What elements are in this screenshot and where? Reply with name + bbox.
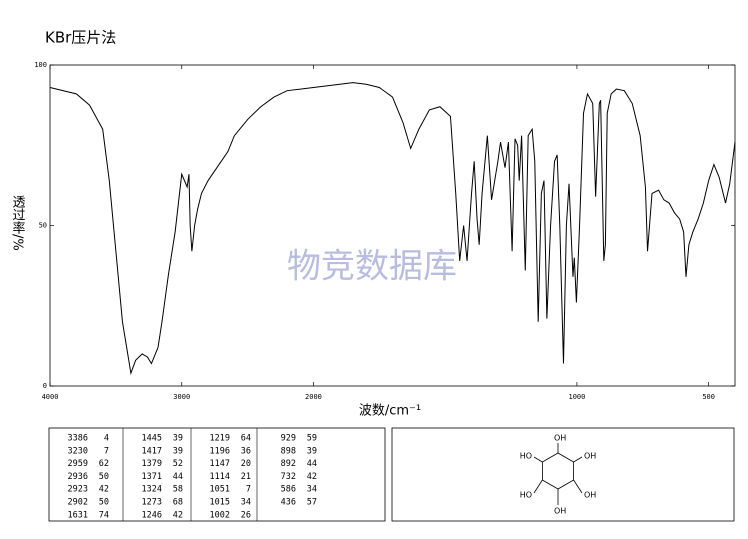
peak-wavenumber: 2923 [68,485,88,495]
peak-wavenumber: 586 [281,485,296,495]
x-tick-label: 4000 [42,393,59,401]
peak-transmittance: 52 [173,459,183,469]
peak-transmittance: 39 [173,434,183,444]
peak-transmittance: 21 [241,472,251,482]
peak-transmittance: 42 [173,510,183,520]
peak-transmittance: 7 [246,485,251,495]
peak-transmittance: 42 [99,485,109,495]
y-tick-label: 100 [34,61,47,69]
structure-frame [391,427,735,522]
x-tick-label: 500 [702,393,715,401]
peak-wavenumber: 1445 [142,434,162,444]
peak-transmittance: 44 [173,472,183,482]
x-tick-label: 3000 [173,393,190,401]
y-tick-label: 0 [43,382,47,390]
peak-transmittance: 44 [307,459,317,469]
peak-transmittance: 57 [307,498,317,508]
peak-wavenumber: 1324 [142,485,162,495]
peak-wavenumber: 1371 [142,472,162,482]
x-axis-label: 波数/cm⁻¹ [359,404,421,419]
peak-transmittance: 74 [99,510,109,520]
x-tick-label: 1000 [568,393,585,401]
peak-wavenumber: 1147 [210,459,230,469]
x-tick-label: 2000 [305,393,322,401]
peak-wavenumber: 1379 [142,459,162,469]
peak-wavenumber: 1273 [142,498,162,508]
peak-transmittance: 62 [99,459,109,469]
peak-transmittance: 39 [173,446,183,456]
peak-wavenumber: 1051 [210,485,230,495]
peak-transmittance: 64 [241,434,251,444]
peak-transmittance: 59 [307,434,317,444]
peak-wavenumber: 1219 [210,434,230,444]
peak-wavenumber: 2936 [68,472,88,482]
structure-label: OH [584,491,596,500]
peak-wavenumber: 2902 [68,498,88,508]
plot-frame [49,64,736,387]
spectrum-line [49,82,736,376]
structure-label: OH [554,507,566,516]
structure-label: OH [554,434,566,443]
y-axis-label: 透过率/% [10,195,26,251]
peak-wavenumber: 1002 [210,510,230,520]
peak-transmittance: 20 [241,459,251,469]
structure-label: OH [584,452,596,461]
structure-bonds [533,443,583,505]
peak-wavenumber: 929 [281,434,296,444]
peak-wavenumber: 3386 [68,434,88,444]
peak-wavenumber: 732 [281,472,296,482]
peak-transmittance: 36 [241,446,251,456]
peak-transmittance: 34 [307,485,317,495]
peak-wavenumber: 1196 [210,446,230,456]
peak-wavenumber: 3230 [68,446,88,456]
structure-label: HO [520,452,532,461]
chart-title: KBr压片法 [45,29,116,47]
y-tick-label: 50 [39,222,47,230]
peak-transmittance: 7 [104,446,109,456]
peak-table-frame [48,427,386,522]
structure-label: HO [520,491,532,500]
peak-wavenumber: 898 [281,446,296,456]
peak-transmittance: 26 [241,510,251,520]
peak-wavenumber: 1015 [210,498,230,508]
peak-transmittance: 4 [104,434,109,444]
peak-wavenumber: 892 [281,459,296,469]
peak-transmittance: 34 [241,498,251,508]
peak-transmittance: 68 [173,498,183,508]
peak-wavenumber: 1114 [210,472,230,482]
peak-transmittance: 58 [173,485,183,495]
watermark: 物竞数据库 [287,247,457,287]
peak-wavenumber: 1417 [142,446,162,456]
peak-wavenumber: 436 [281,498,296,508]
peak-transmittance: 50 [99,472,109,482]
peak-wavenumber: 1631 [68,510,88,520]
peak-transmittance: 39 [307,446,317,456]
peak-transmittance: 50 [99,498,109,508]
peak-wavenumber: 2959 [68,459,88,469]
peak-wavenumber: 1246 [142,510,162,520]
peak-transmittance: 42 [307,472,317,482]
